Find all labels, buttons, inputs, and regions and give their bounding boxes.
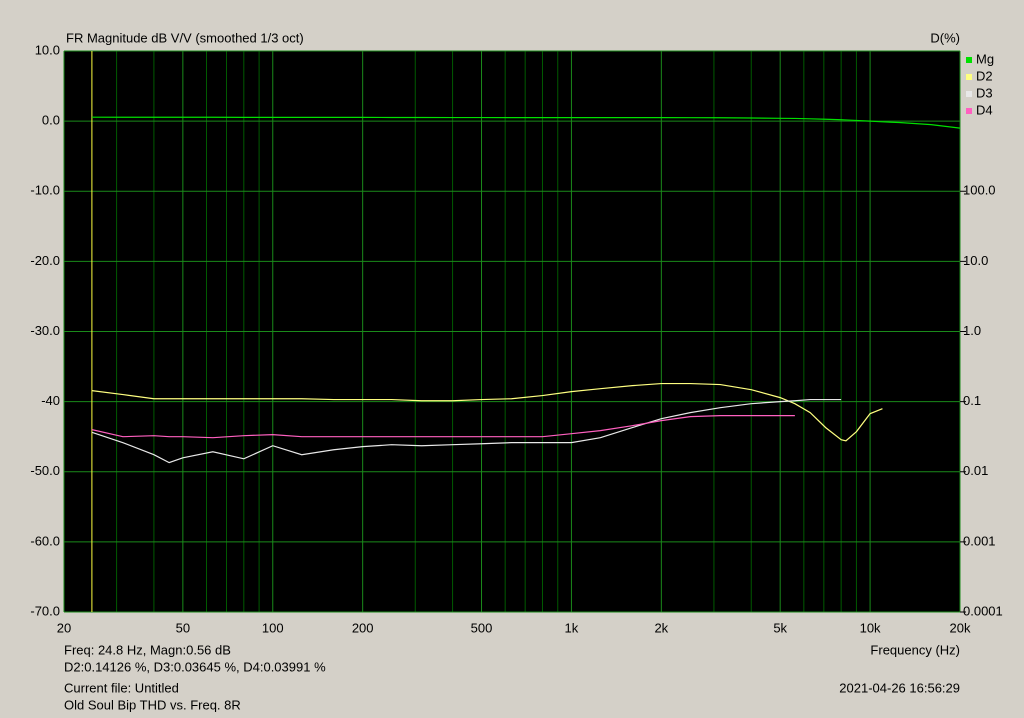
y2-tick-label: 10.0 bbox=[963, 253, 988, 268]
y2-tick-label: 0.001 bbox=[963, 533, 996, 548]
y2-tick-label: 0.01 bbox=[963, 463, 988, 478]
legend-swatch bbox=[966, 108, 972, 114]
x-tick-label: 50 bbox=[176, 620, 190, 635]
y2-tick-label: 100.0 bbox=[963, 183, 996, 198]
series-line bbox=[91, 398, 842, 464]
y-tick-label: -20.0 bbox=[30, 253, 60, 268]
legend-swatch bbox=[966, 91, 972, 97]
status-line: Freq: 24.8 Hz, Magn:0.56 dB bbox=[64, 642, 231, 657]
y-tick-label: -50.0 bbox=[30, 463, 60, 478]
series-line bbox=[91, 116, 961, 129]
y-tick-label: 0.0 bbox=[42, 113, 60, 128]
y2-tick-label: 0.0001 bbox=[963, 603, 1003, 618]
x-tick-label: 1k bbox=[565, 620, 579, 635]
y2-tick-label: 1.0 bbox=[963, 323, 981, 338]
file-name: Current file: Untitled bbox=[64, 680, 179, 695]
legend-label: D2 bbox=[976, 68, 993, 83]
y-tick-label: 10.0 bbox=[35, 42, 60, 57]
legend-swatch bbox=[966, 57, 972, 63]
legend-label: D3 bbox=[976, 85, 993, 100]
caption: Old Soul Bip THD vs. Freq. 8R bbox=[64, 697, 241, 712]
y-tick-label: -10.0 bbox=[30, 183, 60, 198]
series-line bbox=[91, 415, 795, 439]
x-tick-label: 500 bbox=[471, 620, 493, 635]
x-tick-label: 20k bbox=[950, 620, 971, 635]
legend-swatch bbox=[966, 74, 972, 80]
x-tick-label: 200 bbox=[352, 620, 374, 635]
y-tick-label: -40 bbox=[41, 393, 60, 408]
x-tick-label: 100 bbox=[262, 620, 284, 635]
y-tick-label: -30.0 bbox=[30, 323, 60, 338]
series-line bbox=[91, 382, 883, 442]
x-tick-label: 20 bbox=[57, 620, 71, 635]
x-label: Frequency (Hz) bbox=[870, 642, 960, 657]
y-tick-label: -70.0 bbox=[30, 603, 60, 618]
y2-tick-label: 0.1 bbox=[963, 393, 981, 408]
timestamp: 2021-04-26 16:56:29 bbox=[839, 680, 960, 695]
x-tick-label: 10k bbox=[860, 620, 881, 635]
y-tick-label: -60.0 bbox=[30, 533, 60, 548]
legend-label: Mg bbox=[976, 51, 994, 66]
x-tick-label: 5k bbox=[773, 620, 787, 635]
y2-title: D(%) bbox=[930, 30, 960, 45]
x-tick-label: 2k bbox=[654, 620, 668, 635]
status-line: D2:0.14126 %, D3:0.03645 %, D4:0.03991 % bbox=[64, 659, 326, 674]
chart-title: FR Magnitude dB V/V (smoothed 1/3 oct) bbox=[66, 30, 304, 45]
legend-label: D4 bbox=[976, 102, 993, 117]
